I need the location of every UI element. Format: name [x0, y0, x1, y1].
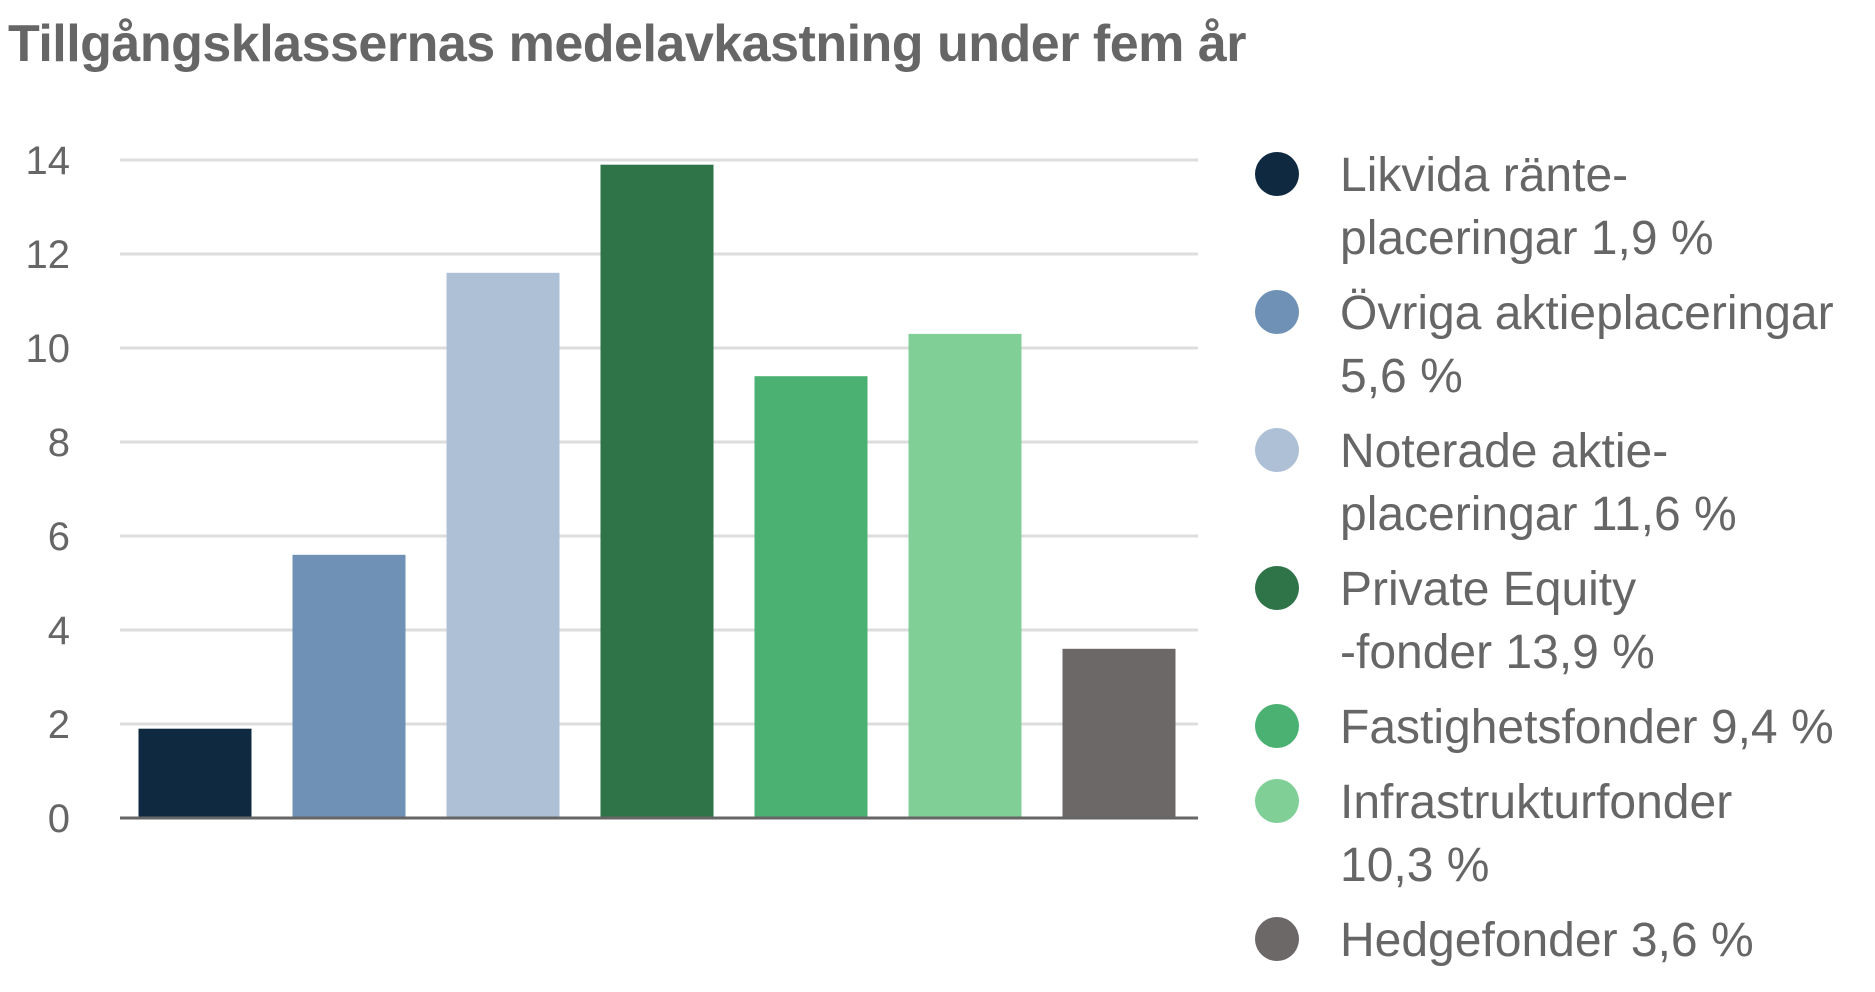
- bar: [446, 272, 560, 818]
- legend-swatch: [1255, 704, 1299, 748]
- legend-label: Fastighetsfonder 9,4 %: [1340, 701, 1834, 754]
- legend: Likvida ränte- placeringar 1,9 % Övriga …: [1255, 144, 1870, 984]
- legend-swatch: [1255, 566, 1299, 610]
- y-tick-label: 10: [26, 327, 71, 371]
- legend-swatch: [1255, 152, 1299, 196]
- legend-item: Fastighetsfonder 9,4 %: [1255, 696, 1870, 759]
- y-axis-ticks: 0 2 4 6 8 10 12 14: [26, 139, 71, 841]
- chart-title: Tillgångsklassernas medelavkastning unde…: [8, 15, 1247, 73]
- legend-label: Likvida ränte- placeringar 1,9 %: [1340, 149, 1714, 265]
- bar: [138, 728, 252, 818]
- y-tick-label: 8: [48, 421, 70, 465]
- legend-item: Infrastrukturfonder 10,3 %: [1255, 771, 1870, 897]
- legend-swatch: [1255, 428, 1299, 472]
- y-tick-label: 0: [48, 797, 70, 841]
- legend-label: Infrastrukturfonder 10,3 %: [1340, 776, 1733, 892]
- y-tick-label: 2: [48, 703, 70, 747]
- bar: [754, 376, 868, 818]
- legend-item: Övriga aktieplaceringar 5,6 %: [1255, 282, 1870, 408]
- bar-chart: 0 2 4 6 8 10 12 14: [26, 139, 1198, 841]
- bar: [292, 554, 406, 818]
- bar: [908, 333, 1022, 818]
- legend-item: Private Equity -fonder 13,9 %: [1255, 558, 1870, 684]
- bar: [1062, 648, 1176, 818]
- legend-item: Noterade aktie- placeringar 11,6 %: [1255, 420, 1870, 546]
- legend-swatch: [1255, 917, 1299, 961]
- legend-item: Likvida ränte- placeringar 1,9 %: [1255, 144, 1870, 270]
- y-tick-label: 6: [48, 515, 70, 559]
- legend-label: Private Equity -fonder 13,9 %: [1340, 563, 1655, 679]
- y-tick-label: 12: [26, 233, 71, 277]
- legend-swatch: [1255, 290, 1299, 334]
- legend-label: Hedgefonder 3,6 %: [1340, 914, 1754, 967]
- bars: [138, 164, 1176, 818]
- legend-item: Hedgefonder 3,6 %: [1255, 909, 1870, 972]
- legend-label: Övriga aktieplaceringar 5,6 %: [1340, 287, 1834, 403]
- bar: [600, 164, 714, 818]
- legend-label: Noterade aktie- placeringar 11,6 %: [1340, 425, 1737, 541]
- legend-swatch: [1255, 779, 1299, 823]
- y-tick-label: 14: [26, 139, 71, 183]
- y-tick-label: 4: [48, 609, 70, 653]
